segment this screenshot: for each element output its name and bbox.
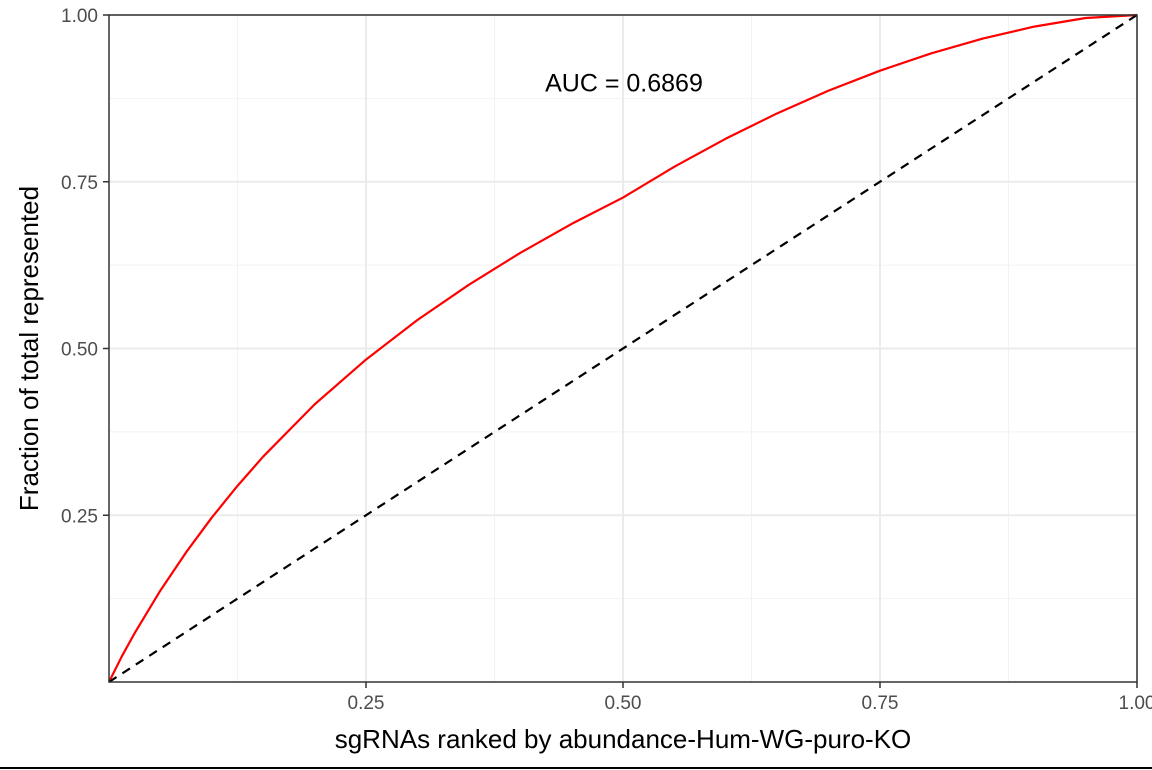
x-tick-label: 0.75 bbox=[862, 693, 899, 714]
series-layer bbox=[108, 13, 1138, 683]
x-tick-label: 0.25 bbox=[348, 693, 385, 714]
y-tick-label: 0.25 bbox=[61, 506, 98, 527]
y-tick-label: 0.50 bbox=[61, 340, 98, 361]
y-axis-title: Fraction of total represented bbox=[14, 186, 44, 511]
auc-annotation: AUC = 0.6869 bbox=[545, 70, 703, 98]
y-tick-label: 1.00 bbox=[61, 6, 98, 27]
x-tick-label: 0.50 bbox=[605, 693, 642, 714]
axis-ticks: 0.25 0.50 0.75 1.00 0.25 0.50 0.75 1.00 bbox=[61, 6, 1152, 714]
x-tick-label: 1.00 bbox=[1119, 693, 1152, 714]
reference-line bbox=[108, 14, 1138, 683]
y-tick-label: 0.75 bbox=[61, 173, 98, 194]
x-axis-title: sgRNAs ranked by abundance-Hum-WG-puro-K… bbox=[335, 724, 912, 754]
cumulative-curve bbox=[108, 13, 1138, 683]
